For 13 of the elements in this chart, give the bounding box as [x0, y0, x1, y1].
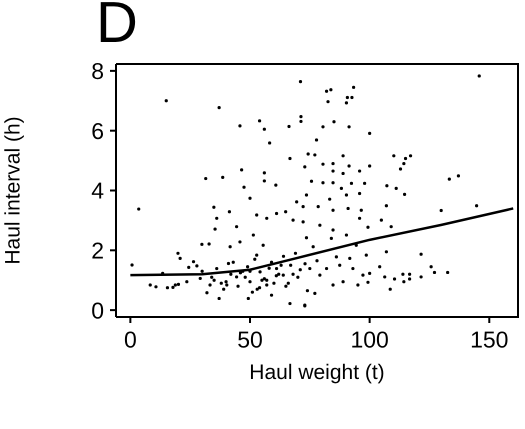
y-tick-label: 8 — [91, 58, 104, 84]
y-axis-title: Haul interval (h) — [1, 116, 24, 265]
x-tick-label: 0 — [124, 326, 137, 352]
chart-title: D — [96, 0, 138, 55]
x-tick-label: 100 — [350, 326, 389, 352]
y-tick-label: 0 — [91, 297, 104, 324]
y-tick-label: 6 — [91, 118, 104, 144]
x-axis-title: Haul weight (t) — [249, 361, 385, 384]
x-tick-label: 150 — [470, 326, 508, 352]
x-tick-label: 50 — [237, 326, 263, 352]
y-tick-label: 2 — [91, 237, 104, 264]
y-tick-label: 4 — [91, 178, 104, 204]
line-series — [129, 207, 514, 276]
